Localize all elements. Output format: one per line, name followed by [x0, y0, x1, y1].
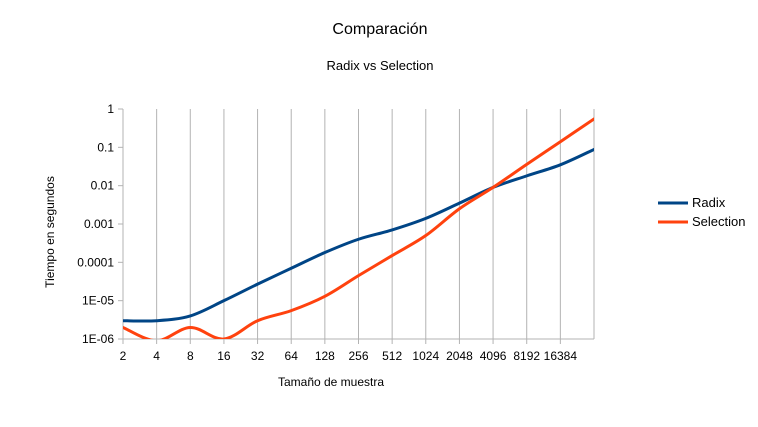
x-tick-label: 16 — [217, 349, 231, 363]
series-line-radix — [123, 147, 594, 323]
x-tick-label: 32 — [251, 349, 265, 363]
legend: Radix Selection — [658, 195, 745, 229]
y-tick-label: 0.0001 — [77, 255, 114, 269]
x-tick-label: 64 — [285, 349, 299, 363]
legend-label-selection: Selection — [692, 214, 745, 229]
x-tick-label: 8192 — [513, 349, 540, 363]
grid — [156, 109, 595, 339]
x-tick-label: 128 — [315, 349, 335, 363]
x-tick-label: 512 — [382, 349, 402, 363]
series-line-selection — [123, 117, 594, 339]
x-axis-label: Tamaño de muestra — [278, 375, 384, 389]
x-tick-label: 2048 — [446, 349, 473, 363]
y-axis-label: Tiempo en segundos — [43, 176, 57, 288]
axes — [118, 108, 594, 344]
legend-label-radix: Radix — [692, 195, 726, 210]
x-tick-label: 4 — [153, 349, 160, 363]
y-tick-labels: 1E-06 1E-05 0.0001 0.001 0.01 0.1 1 — [77, 102, 114, 346]
y-tick-label: 1E-06 — [82, 332, 114, 346]
y-tick-label: 0.01 — [91, 179, 115, 193]
x-tick-label: 4096 — [480, 349, 507, 363]
x-tick-labels: 2 4 8 16 32 64 128 256 512 1024 2048 4096 8192 16384 — [120, 349, 578, 363]
y-tick-label: 1 — [107, 102, 114, 116]
chart-title: Comparación — [332, 21, 427, 38]
y-tick-label: 1E-05 — [82, 294, 114, 308]
series-group — [123, 117, 594, 339]
chart-subtitle: Radix vs Selection — [327, 58, 434, 73]
x-tick-label: 256 — [348, 349, 368, 363]
x-tick-label: 2 — [120, 349, 127, 363]
x-tick-label: 8 — [187, 349, 194, 363]
y-tick-label: 0.001 — [84, 217, 114, 231]
x-tick-label: 16384 — [544, 349, 578, 363]
y-tick-label: 0.1 — [97, 140, 114, 154]
x-tick-label: 1024 — [412, 349, 439, 363]
